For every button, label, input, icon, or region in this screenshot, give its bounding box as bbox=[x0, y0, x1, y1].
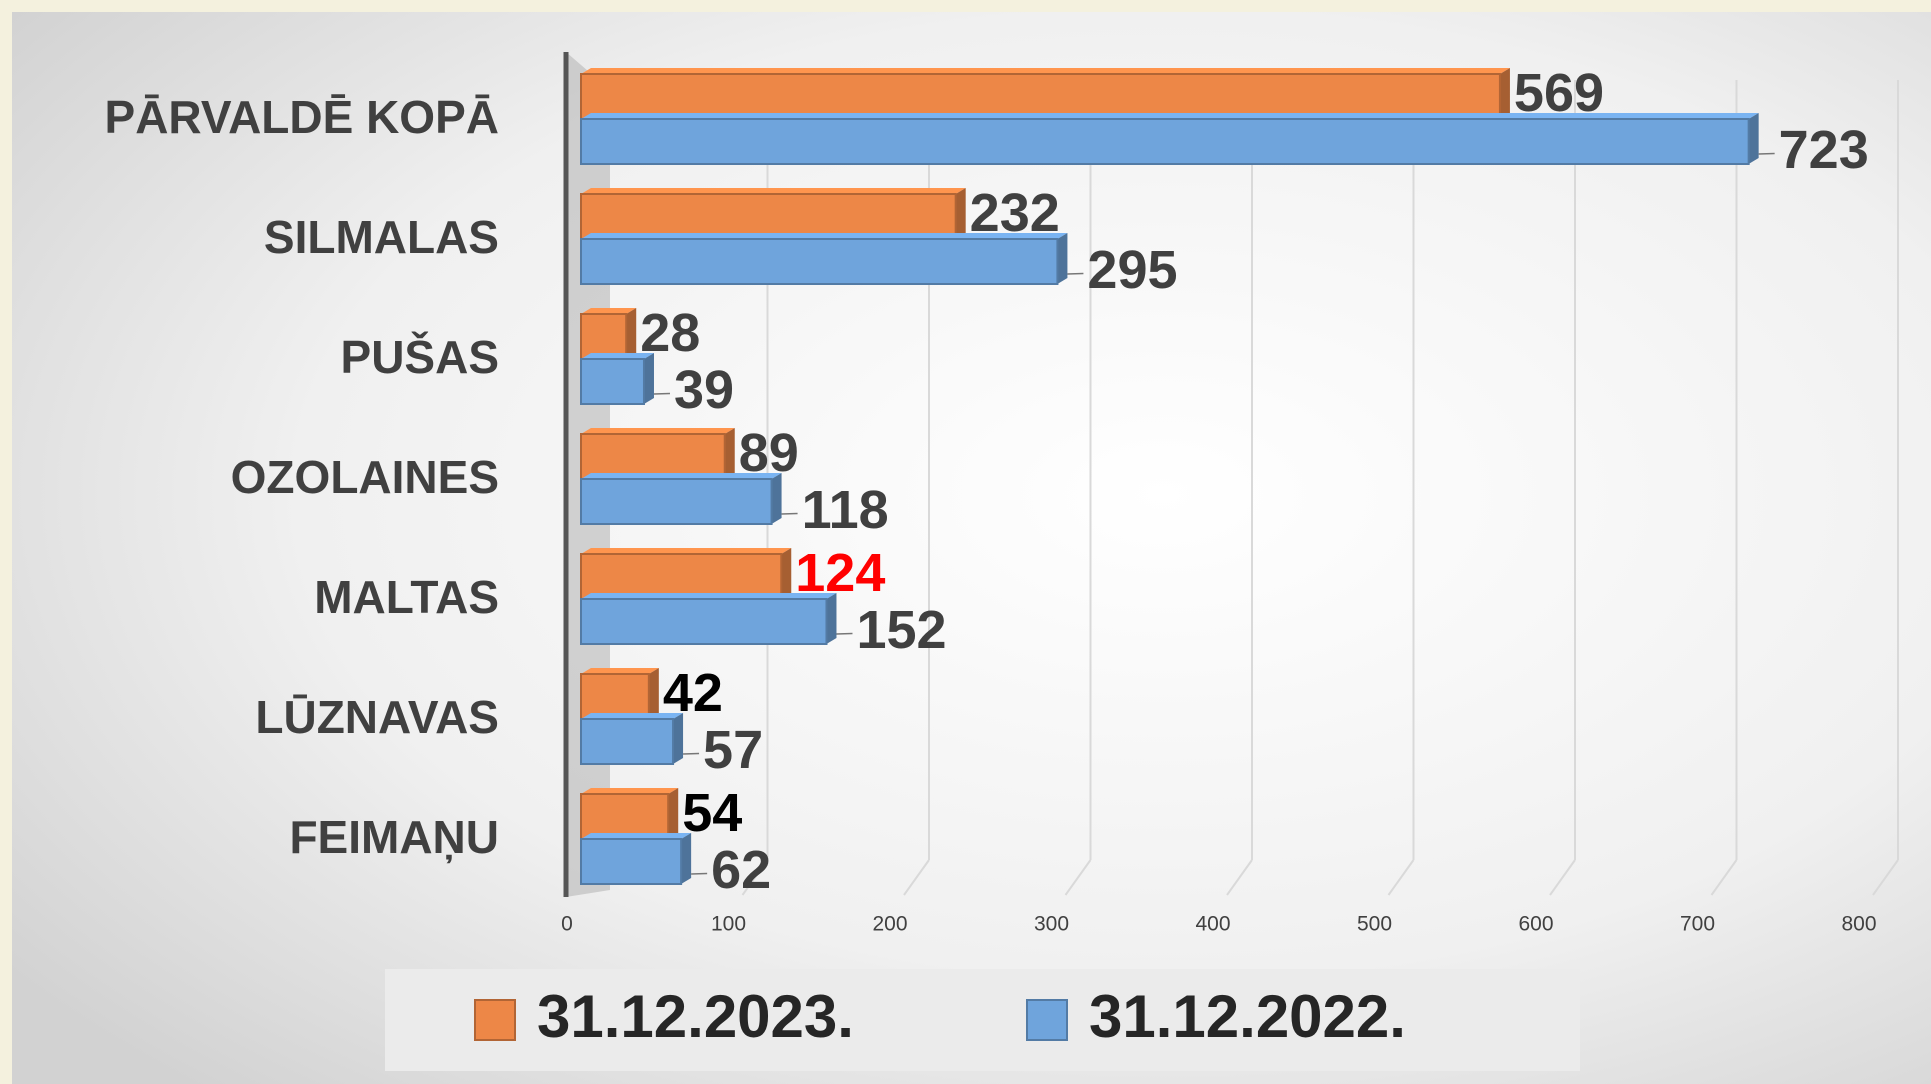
bar bbox=[580, 553, 783, 600]
label-leader bbox=[1067, 272, 1084, 275]
legend-box bbox=[385, 969, 1580, 1071]
bar-top bbox=[581, 713, 684, 719]
x-tick-label: 800 bbox=[1841, 913, 1876, 936]
x-tick-label: 700 bbox=[1680, 913, 1715, 936]
bar bbox=[580, 358, 645, 405]
label-leader bbox=[683, 752, 700, 755]
bar bbox=[580, 478, 773, 525]
x-tick-label: 500 bbox=[1357, 913, 1392, 936]
bar-side bbox=[626, 308, 637, 359]
bar bbox=[580, 718, 675, 765]
category-label: SILMALAS bbox=[264, 211, 499, 263]
bar bbox=[580, 433, 726, 480]
bar-top bbox=[581, 668, 659, 674]
x-tick-label: 400 bbox=[1195, 913, 1230, 936]
category-label: PUŠAS bbox=[341, 331, 499, 383]
bar-side bbox=[826, 593, 837, 644]
category-label: PĀRVALDĒ KOPĀ bbox=[105, 91, 499, 143]
x-tick-label: 200 bbox=[872, 913, 907, 936]
data-label: 124 bbox=[795, 543, 885, 603]
bar-top bbox=[581, 188, 966, 194]
grid-floor bbox=[1226, 859, 1253, 896]
bar bbox=[580, 238, 1059, 285]
data-label: 42 bbox=[663, 663, 723, 723]
data-label: 28 bbox=[640, 303, 700, 363]
data-label: 295 bbox=[1087, 240, 1177, 300]
data-label: 54 bbox=[682, 783, 742, 843]
bar bbox=[580, 118, 1750, 165]
bar-side bbox=[668, 788, 679, 839]
bar bbox=[580, 673, 650, 720]
bar-top bbox=[581, 308, 637, 314]
label-leader bbox=[781, 512, 798, 515]
label-leader bbox=[836, 632, 853, 635]
bar-top bbox=[581, 833, 692, 839]
data-label: 89 bbox=[739, 423, 799, 483]
bar-top bbox=[581, 593, 837, 599]
category-label: FEIMAŅU bbox=[289, 811, 499, 864]
bar-side bbox=[781, 548, 792, 599]
data-label: 62 bbox=[711, 840, 771, 900]
bar-side bbox=[681, 833, 692, 884]
bar bbox=[580, 193, 957, 240]
bar bbox=[580, 598, 828, 645]
grid-floor bbox=[903, 859, 930, 896]
legend-swatch bbox=[474, 999, 516, 1041]
bar-top bbox=[581, 548, 792, 554]
bar bbox=[580, 313, 628, 360]
data-label: 723 bbox=[1779, 120, 1869, 180]
bar-top bbox=[581, 113, 1759, 119]
bar-top bbox=[581, 428, 735, 434]
data-label: 57 bbox=[703, 720, 763, 780]
bar-side bbox=[955, 188, 966, 239]
bar bbox=[580, 73, 1501, 120]
data-label: 118 bbox=[802, 480, 889, 540]
background bbox=[12, 12, 1931, 1084]
grid-floor bbox=[1064, 859, 1092, 896]
bar bbox=[580, 793, 670, 840]
category-label: MALTAS bbox=[314, 571, 499, 623]
data-label: 152 bbox=[856, 600, 946, 660]
bar-top bbox=[581, 788, 679, 794]
bar-side bbox=[771, 473, 782, 524]
bar-side bbox=[724, 428, 735, 479]
grid-floor bbox=[1387, 859, 1415, 896]
legend-label: 31.12.2022. bbox=[1089, 983, 1406, 1050]
bar-side bbox=[673, 713, 684, 764]
bar-top bbox=[581, 353, 654, 359]
label-leader bbox=[1758, 152, 1775, 155]
bar-side bbox=[648, 668, 659, 719]
bar-top bbox=[581, 68, 1510, 74]
grid-floor bbox=[1872, 859, 1899, 896]
grid-floor bbox=[1710, 859, 1738, 896]
bar bbox=[580, 838, 683, 885]
legend-swatch bbox=[1026, 999, 1068, 1041]
x-tick-label: 0 bbox=[561, 913, 573, 936]
category-label: LŪZNAVAS bbox=[255, 691, 499, 743]
grid-floor bbox=[741, 859, 769, 896]
data-label: 39 bbox=[674, 360, 734, 420]
label-leader bbox=[691, 872, 708, 875]
bar-side bbox=[1057, 233, 1068, 284]
bar-top bbox=[581, 473, 782, 479]
grid-floor bbox=[1549, 859, 1576, 896]
bar-top bbox=[581, 233, 1068, 239]
x-tick-label: 600 bbox=[1518, 913, 1553, 936]
legend-label: 31.12.2023. bbox=[537, 983, 854, 1050]
x-tick-label: 300 bbox=[1034, 913, 1069, 936]
data-label: 232 bbox=[970, 183, 1060, 243]
x-tick-label: 100 bbox=[711, 913, 746, 936]
bar-side bbox=[643, 353, 654, 404]
category-label: OZOLAINES bbox=[231, 451, 499, 503]
bar-side bbox=[1748, 113, 1759, 164]
bar-side bbox=[1499, 68, 1510, 119]
data-label: 569 bbox=[1514, 63, 1604, 123]
label-leader bbox=[653, 392, 671, 395]
